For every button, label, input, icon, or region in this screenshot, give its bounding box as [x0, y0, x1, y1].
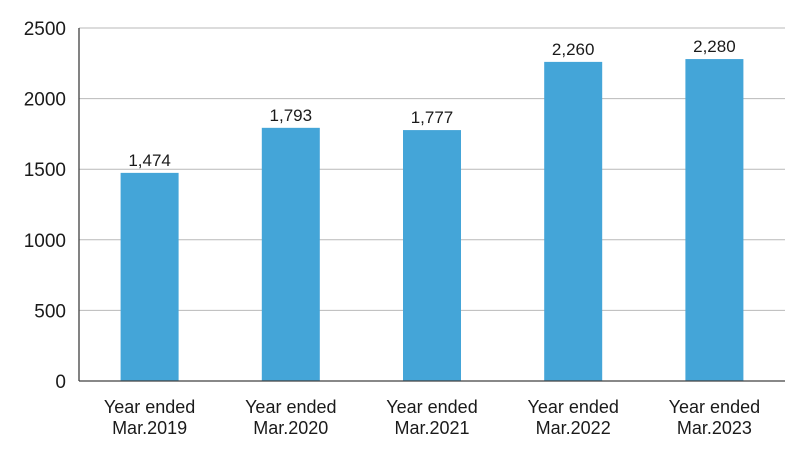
bars [120, 59, 744, 382]
x-category-label: Year ended [104, 397, 195, 417]
data-label: 2,260 [552, 40, 595, 59]
x-category-label: Year ended [245, 397, 336, 417]
axes [78, 28, 785, 382]
x-category-label: Mar.2022 [536, 418, 611, 438]
bar [544, 61, 603, 381]
x-category-label: Mar.2019 [112, 418, 187, 438]
bar [403, 130, 461, 381]
y-tick-label: 500 [34, 301, 66, 322]
x-category-label: Year ended [669, 397, 760, 417]
y-tick-label: 2500 [24, 19, 66, 40]
x-category-label: Year ended [386, 397, 477, 417]
y-tick-label: 0 [55, 372, 66, 393]
y-axis-ticks: 0 500 1000 1500 2000 2500 [24, 19, 66, 393]
data-label: 2,280 [693, 37, 736, 56]
x-category-label: Mar.2020 [253, 418, 328, 438]
data-label: 1,793 [270, 106, 313, 125]
x-category-label: Year ended [527, 397, 618, 417]
x-category-label: Mar.2023 [677, 418, 752, 438]
y-tick-label: 2000 [24, 90, 66, 111]
bar [685, 59, 744, 382]
x-category-label: Mar.2021 [394, 418, 469, 438]
bar [261, 127, 320, 381]
data-label: 1,474 [128, 151, 171, 170]
data-labels: 1,474 1,793 1,777 2,260 2,280 [128, 37, 735, 170]
y-tick-label: 1000 [24, 231, 66, 252]
y-tick-label: 1500 [24, 160, 66, 181]
bar [120, 172, 179, 381]
data-label: 1,777 [411, 108, 454, 127]
